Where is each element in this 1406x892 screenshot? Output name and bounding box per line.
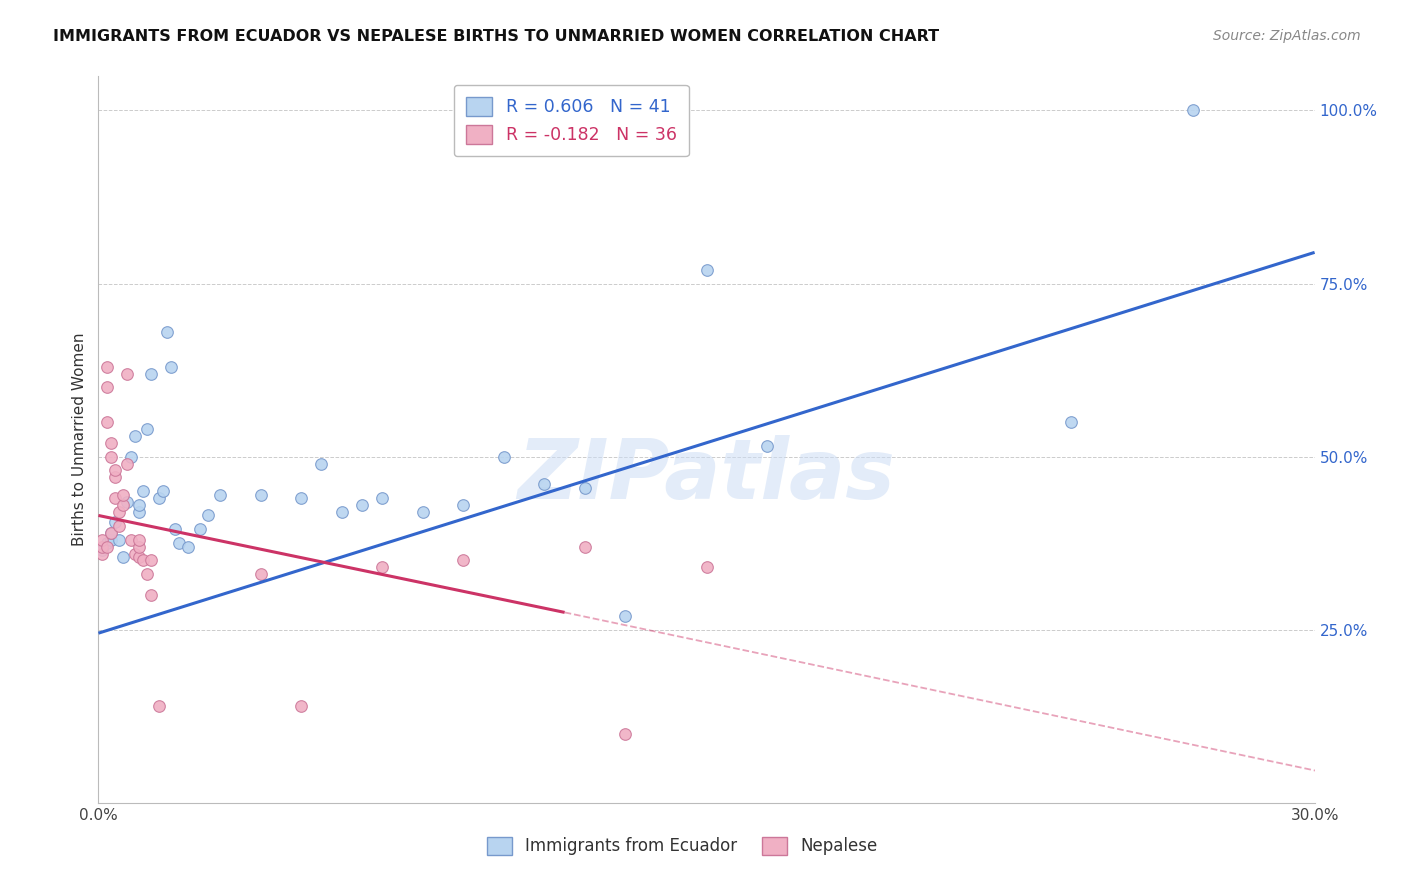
Point <box>148 698 170 713</box>
Point <box>371 491 394 505</box>
Point <box>139 553 162 567</box>
Point <box>96 540 118 554</box>
Point <box>124 429 146 443</box>
Point <box>290 491 312 505</box>
Point <box>290 698 312 713</box>
Point <box>412 505 434 519</box>
Point <box>132 484 155 499</box>
Point <box>115 367 138 381</box>
Point <box>696 560 718 574</box>
Point <box>128 498 150 512</box>
Point <box>100 450 122 464</box>
Point <box>128 533 150 547</box>
Point <box>136 422 159 436</box>
Point <box>100 435 122 450</box>
Point <box>128 540 150 554</box>
Point <box>124 547 146 561</box>
Point <box>120 533 142 547</box>
Point <box>120 450 142 464</box>
Point <box>574 540 596 554</box>
Point <box>128 549 150 564</box>
Text: IMMIGRANTS FROM ECUADOR VS NEPALESE BIRTHS TO UNMARRIED WOMEN CORRELATION CHART: IMMIGRANTS FROM ECUADOR VS NEPALESE BIRT… <box>53 29 939 44</box>
Point <box>614 726 637 740</box>
Point <box>574 481 596 495</box>
Point <box>100 525 122 540</box>
Point <box>91 533 114 547</box>
Text: ZIPatlas: ZIPatlas <box>517 435 896 516</box>
Point <box>209 488 232 502</box>
Point <box>371 560 394 574</box>
Point <box>139 588 162 602</box>
Point <box>350 498 373 512</box>
Point <box>111 498 134 512</box>
Point <box>756 439 779 453</box>
Point <box>96 536 118 550</box>
Point <box>1060 415 1083 429</box>
Point <box>696 262 718 277</box>
Point <box>115 494 138 508</box>
Point <box>249 488 271 502</box>
Point <box>96 380 118 394</box>
Point <box>1182 103 1205 118</box>
Point <box>176 540 198 554</box>
Point <box>156 325 179 339</box>
Point <box>492 450 515 464</box>
Point <box>152 484 174 499</box>
Point <box>96 359 118 374</box>
Legend: Immigrants from Ecuador, Nepalese: Immigrants from Ecuador, Nepalese <box>478 828 886 863</box>
Point <box>111 549 134 564</box>
Point <box>104 516 127 530</box>
Point <box>107 505 129 519</box>
Point <box>107 519 129 533</box>
Point <box>111 488 134 502</box>
Point <box>91 543 114 558</box>
Point <box>136 567 159 582</box>
Point <box>91 540 114 554</box>
Point <box>91 547 114 561</box>
Point <box>533 477 555 491</box>
Point <box>115 457 138 471</box>
Point <box>104 463 127 477</box>
Point <box>188 522 211 536</box>
Point <box>96 415 118 429</box>
Point <box>160 359 183 374</box>
Point <box>453 553 475 567</box>
Point <box>104 491 127 505</box>
Point <box>107 533 129 547</box>
Point <box>249 567 271 582</box>
Point <box>311 457 333 471</box>
Point <box>128 505 150 519</box>
Point <box>165 522 187 536</box>
Y-axis label: Births to Unmarried Women: Births to Unmarried Women <box>72 333 87 546</box>
Point <box>614 608 637 623</box>
Point <box>169 536 191 550</box>
Point <box>104 470 127 484</box>
Point <box>148 491 170 505</box>
Point <box>453 498 475 512</box>
Point <box>197 508 219 523</box>
Point <box>100 525 122 540</box>
Point <box>132 553 155 567</box>
Point <box>100 533 122 547</box>
Point <box>330 505 353 519</box>
Point <box>139 367 162 381</box>
Text: Source: ZipAtlas.com: Source: ZipAtlas.com <box>1213 29 1361 43</box>
